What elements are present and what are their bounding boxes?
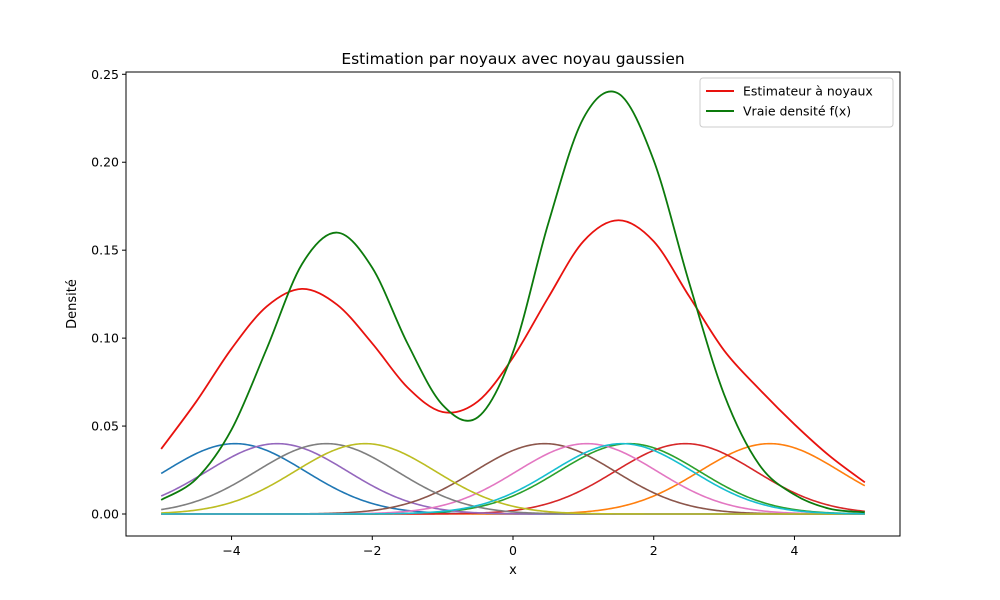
ticks-layer: −4 −2 0 2 4 0.00 0.05 0.10 0.15 0.20 0.25: [91, 67, 798, 558]
x-tick-label: −4: [222, 543, 240, 558]
x-tick-label: −2: [363, 543, 381, 558]
y-tick-label: 0.05: [91, 419, 119, 434]
y-tick-label: 0.10: [91, 331, 119, 346]
kernel-curve-10: [161, 442, 865, 515]
true-density-line: [160, 90, 865, 514]
chart-title: Estimation par noyaux avec noyau gaussie…: [341, 50, 684, 68]
legend-label-true-density: Vraie densité f(x): [743, 104, 851, 119]
x-tick-label: 2: [650, 543, 658, 558]
y-tick-label: 0.15: [91, 243, 119, 258]
y-tick-label: 0.20: [91, 155, 119, 170]
legend-box: [699, 77, 894, 128]
y-tick-label: 0.25: [91, 67, 119, 82]
kernel-curve-9: [161, 442, 865, 515]
kde-estimate-line: [160, 219, 866, 484]
y-axis-label: Densité: [65, 279, 80, 329]
x-tick-label: 0: [509, 543, 517, 558]
legend-label-kde: Estimateur à noyaux: [743, 84, 873, 99]
legend: Estimateur à noyaux Vraie densité f(x): [699, 77, 894, 128]
y-tick-label: 0.00: [91, 507, 119, 522]
x-axis-label: x: [509, 563, 517, 578]
curves-layer: [160, 90, 866, 515]
x-tick-label: 4: [790, 543, 798, 558]
